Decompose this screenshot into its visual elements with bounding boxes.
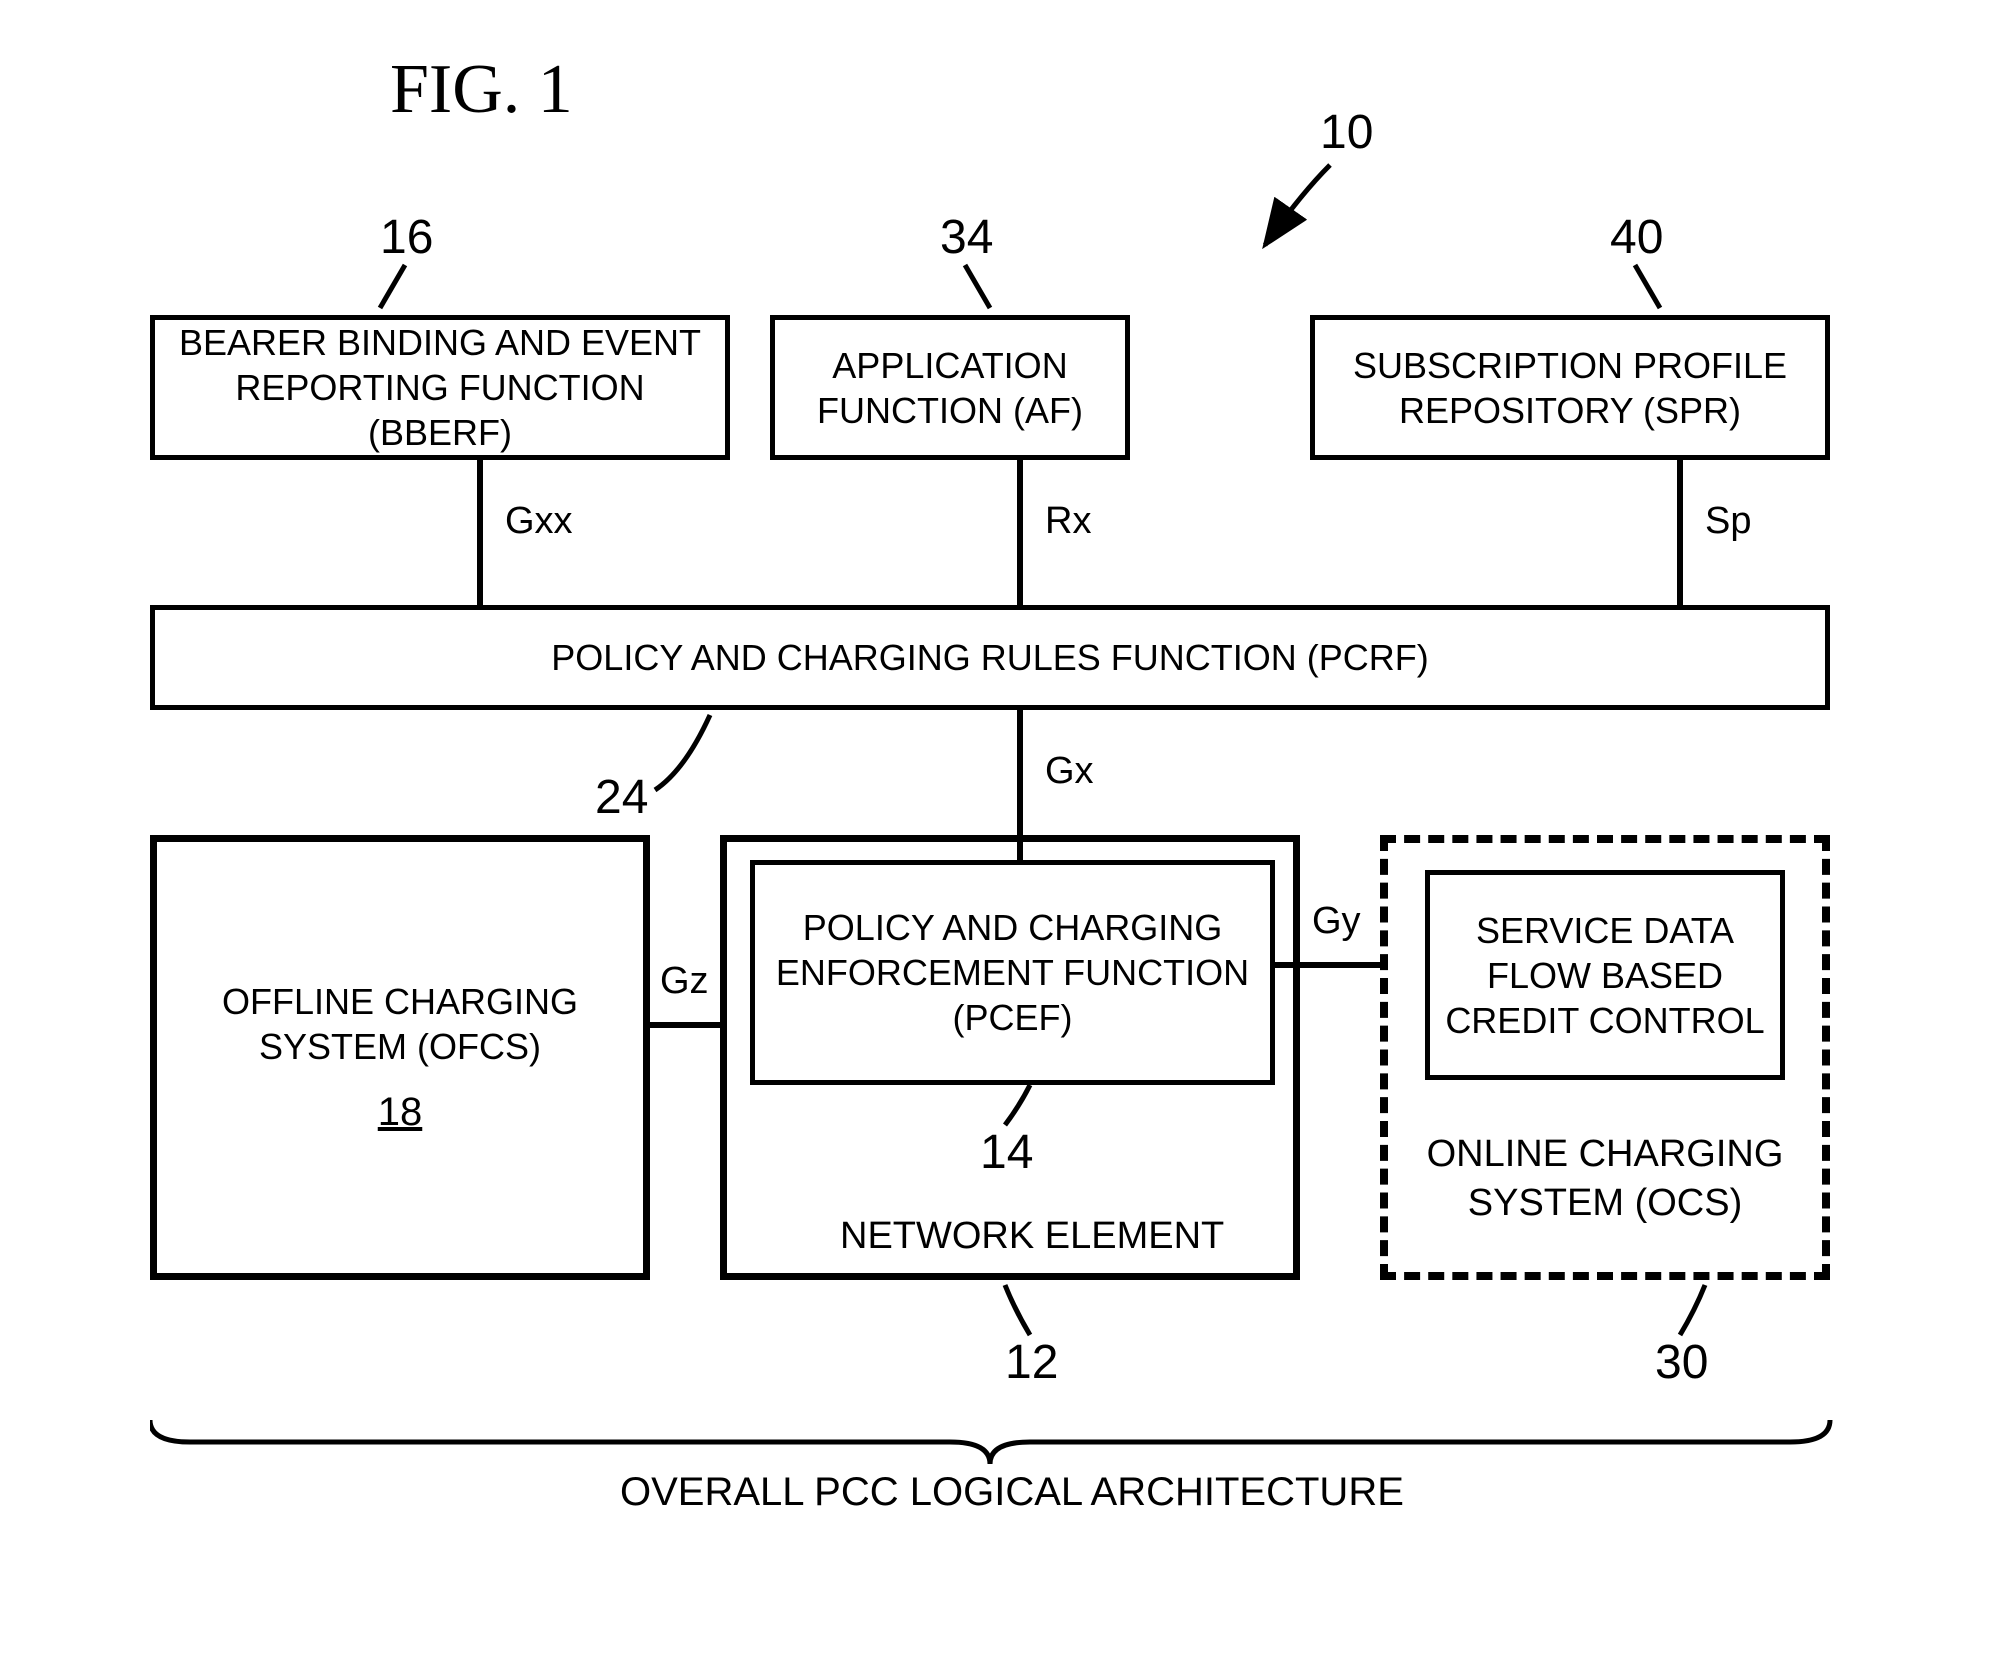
- ofcs-box: OFFLINE CHARGING SYSTEM (OFCS) 18: [150, 835, 650, 1280]
- spr-box: SUBSCRIPTION PROFILE REPOSITORY (SPR): [1310, 315, 1830, 460]
- network-element-label: NETWORK ELEMENT: [840, 1215, 1224, 1258]
- diagram-container: FIG. 1 10 16 34 40 BEARER BINDING AND EV…: [150, 50, 1900, 1600]
- ref-16: 16: [380, 210, 433, 265]
- ref-12: 12: [1005, 1335, 1058, 1390]
- sp-label: Sp: [1705, 500, 1751, 543]
- af-box: APPLICATION FUNCTION (AF): [770, 315, 1130, 460]
- rx-label: Rx: [1045, 500, 1091, 543]
- gy-label: Gy: [1312, 900, 1361, 943]
- figure-title: FIG. 1: [390, 50, 573, 130]
- pcef-box: POLICY AND CHARGING ENFORCEMENT FUNCTION…: [750, 860, 1275, 1085]
- ofcs-line1: OFFLINE CHARGING: [222, 979, 578, 1024]
- ref-40: 40: [1610, 210, 1663, 265]
- figure-caption: OVERALL PCC LOGICAL ARCHITECTURE: [620, 1470, 1404, 1515]
- gz-label: Gz: [660, 960, 709, 1003]
- bberf-box: BEARER BINDING AND EVENT REPORTING FUNCT…: [150, 315, 730, 460]
- ofcs-line2: SYSTEM (OFCS): [222, 1024, 578, 1069]
- ocs-inner-box: SERVICE DATA FLOW BASED CREDIT CONTROL: [1425, 870, 1785, 1080]
- ref-34: 34: [940, 210, 993, 265]
- ref-24: 24: [595, 770, 648, 825]
- ocs-label: ONLINE CHARGING SYSTEM (OCS): [1415, 1130, 1795, 1229]
- pcrf-box: POLICY AND CHARGING RULES FUNCTION (PCRF…: [150, 605, 1830, 710]
- gxx-label: Gxx: [505, 500, 573, 543]
- ref-18: 18: [222, 1087, 578, 1137]
- ref-14: 14: [980, 1125, 1033, 1180]
- ref-30: 30: [1655, 1335, 1708, 1390]
- ref-10: 10: [1320, 105, 1373, 160]
- gx-label: Gx: [1045, 750, 1094, 793]
